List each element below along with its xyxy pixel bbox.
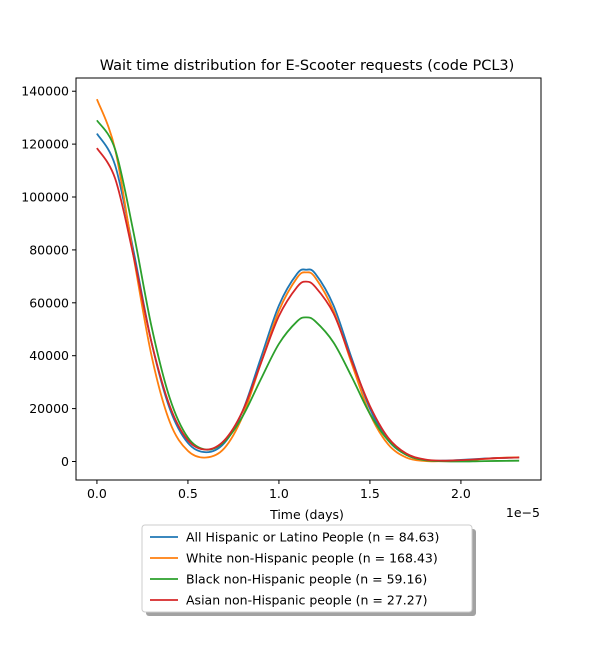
x-axis-offset-label: 1e−5 xyxy=(506,505,540,520)
y-tick-label: 100000 xyxy=(21,190,69,205)
y-tick-label: 140000 xyxy=(21,84,69,99)
legend-label: Asian non-Hispanic people (n = 27.27) xyxy=(186,593,428,608)
legend-label: White non-Hispanic people (n = 168.43) xyxy=(186,551,438,566)
legend-label: Black non-Hispanic people (n = 59.16) xyxy=(186,572,427,587)
y-tick-label: 40000 xyxy=(29,348,69,363)
x-axis: 0.0 0.5 1.0 1.5 2.0 xyxy=(87,480,471,501)
x-tick-label: 1.5 xyxy=(360,486,380,501)
y-tick-label: 20000 xyxy=(29,401,69,416)
chart-title: Wait time distribution for E-Scooter req… xyxy=(100,58,515,74)
y-tick-label: 80000 xyxy=(29,242,69,257)
legend: All Hispanic or Latino People (n = 84.63… xyxy=(141,524,476,616)
x-tick-label: 2.0 xyxy=(451,486,471,501)
series-line-4 xyxy=(96,147,520,462)
legend-box xyxy=(141,524,473,613)
legend-label: All Hispanic or Latino People (n = 84.63… xyxy=(186,530,439,545)
x-tick-label: 1.0 xyxy=(269,486,289,501)
y-axis: 0 20000 40000 60000 80000 100000 120000 140000 xyxy=(21,84,76,469)
plot-area xyxy=(96,98,520,463)
x-axis-label: Time (days) xyxy=(269,507,344,522)
x-tick-label: 0.5 xyxy=(178,486,198,501)
y-tick-label: 0 xyxy=(61,454,69,469)
y-tick-label: 120000 xyxy=(21,137,69,152)
y-tick-label: 60000 xyxy=(29,295,69,310)
axes-frame xyxy=(75,77,542,481)
x-tick-label: 0.0 xyxy=(87,486,107,501)
